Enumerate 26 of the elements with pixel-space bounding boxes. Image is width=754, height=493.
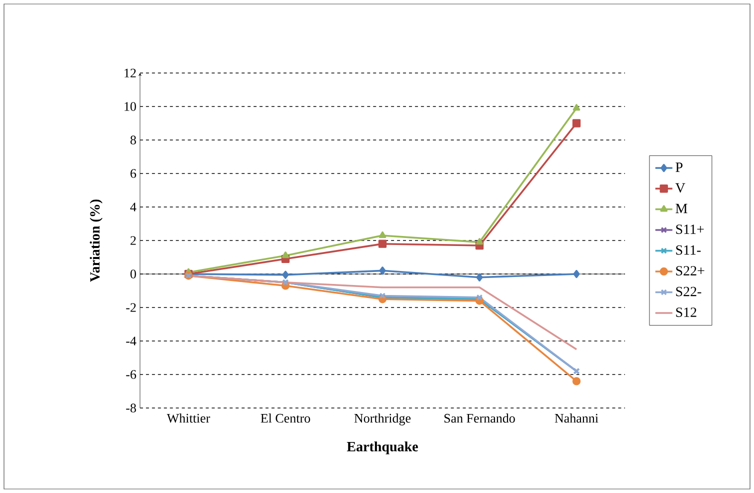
y-tick-label: 10 (124, 102, 136, 111)
y-tick-label: -2 (126, 303, 136, 312)
legend-label: S22- (676, 286, 702, 296)
x-axis-title: Earthquake (346, 442, 418, 454)
legend-label: S11+ (676, 224, 704, 234)
y-tick-label: -6 (126, 370, 136, 379)
legend-label: S11- (676, 245, 701, 255)
legend-label: S22+ (676, 266, 704, 276)
y-tick-label: -4 (126, 336, 136, 346)
y-tick-label: -8 (126, 404, 136, 412)
x-tick-label: San Fernando (444, 414, 515, 423)
x-tick-label: Northridge (354, 414, 411, 426)
y-tick-label: 4 (130, 202, 136, 212)
y-tick-label: 8 (130, 136, 136, 144)
x-tick-label: Whittier (166, 414, 210, 423)
y-tick-label: 12 (124, 68, 136, 78)
y-tick-label: 2 (130, 236, 136, 245)
y-axis-title: Variation (%) (90, 200, 102, 282)
legend-label: M (676, 204, 688, 214)
legend-label: V (675, 183, 686, 193)
x-tick-label: Nahanni (554, 414, 598, 423)
y-tick-label: 6 (130, 169, 136, 178)
legend-label: P (676, 162, 682, 172)
y-tick-label: 0 (130, 270, 136, 278)
x-tick-label: El Centro (260, 414, 310, 423)
legend-label: S12 (676, 308, 696, 317)
